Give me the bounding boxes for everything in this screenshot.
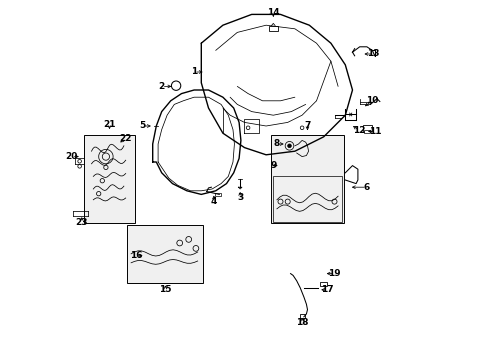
Text: 17: 17 — [320, 285, 333, 294]
Text: 19: 19 — [327, 269, 340, 278]
Bar — [320, 282, 326, 286]
Text: 3: 3 — [237, 194, 243, 202]
Text: 20: 20 — [65, 152, 78, 161]
Bar — [299, 314, 305, 318]
Text: 22: 22 — [119, 134, 132, 143]
Bar — [127, 225, 203, 283]
Text: 1: 1 — [191, 68, 197, 77]
Text: 4: 4 — [210, 197, 217, 206]
Text: 12: 12 — [352, 126, 365, 135]
Text: 2: 2 — [158, 82, 164, 91]
Bar — [272, 176, 342, 222]
Text: 7: 7 — [304, 122, 310, 130]
Bar — [215, 193, 221, 196]
Bar — [364, 130, 369, 133]
Text: 11: 11 — [368, 127, 380, 136]
Text: 10: 10 — [366, 96, 378, 105]
Text: 23: 23 — [75, 218, 88, 227]
Text: 21: 21 — [103, 120, 116, 129]
Text: 13: 13 — [366, 49, 379, 58]
Text: 5: 5 — [139, 122, 145, 130]
Text: 14: 14 — [266, 8, 279, 17]
Text: 15: 15 — [159, 285, 171, 294]
Text: 16: 16 — [130, 251, 142, 260]
Text: 9: 9 — [269, 161, 276, 170]
Text: 6: 6 — [363, 183, 369, 192]
Bar — [84, 135, 134, 223]
Text: 18: 18 — [295, 318, 308, 327]
Bar — [268, 26, 277, 31]
Circle shape — [287, 144, 291, 148]
Text: 8: 8 — [273, 139, 280, 148]
Bar — [271, 135, 343, 223]
Bar — [362, 125, 371, 131]
